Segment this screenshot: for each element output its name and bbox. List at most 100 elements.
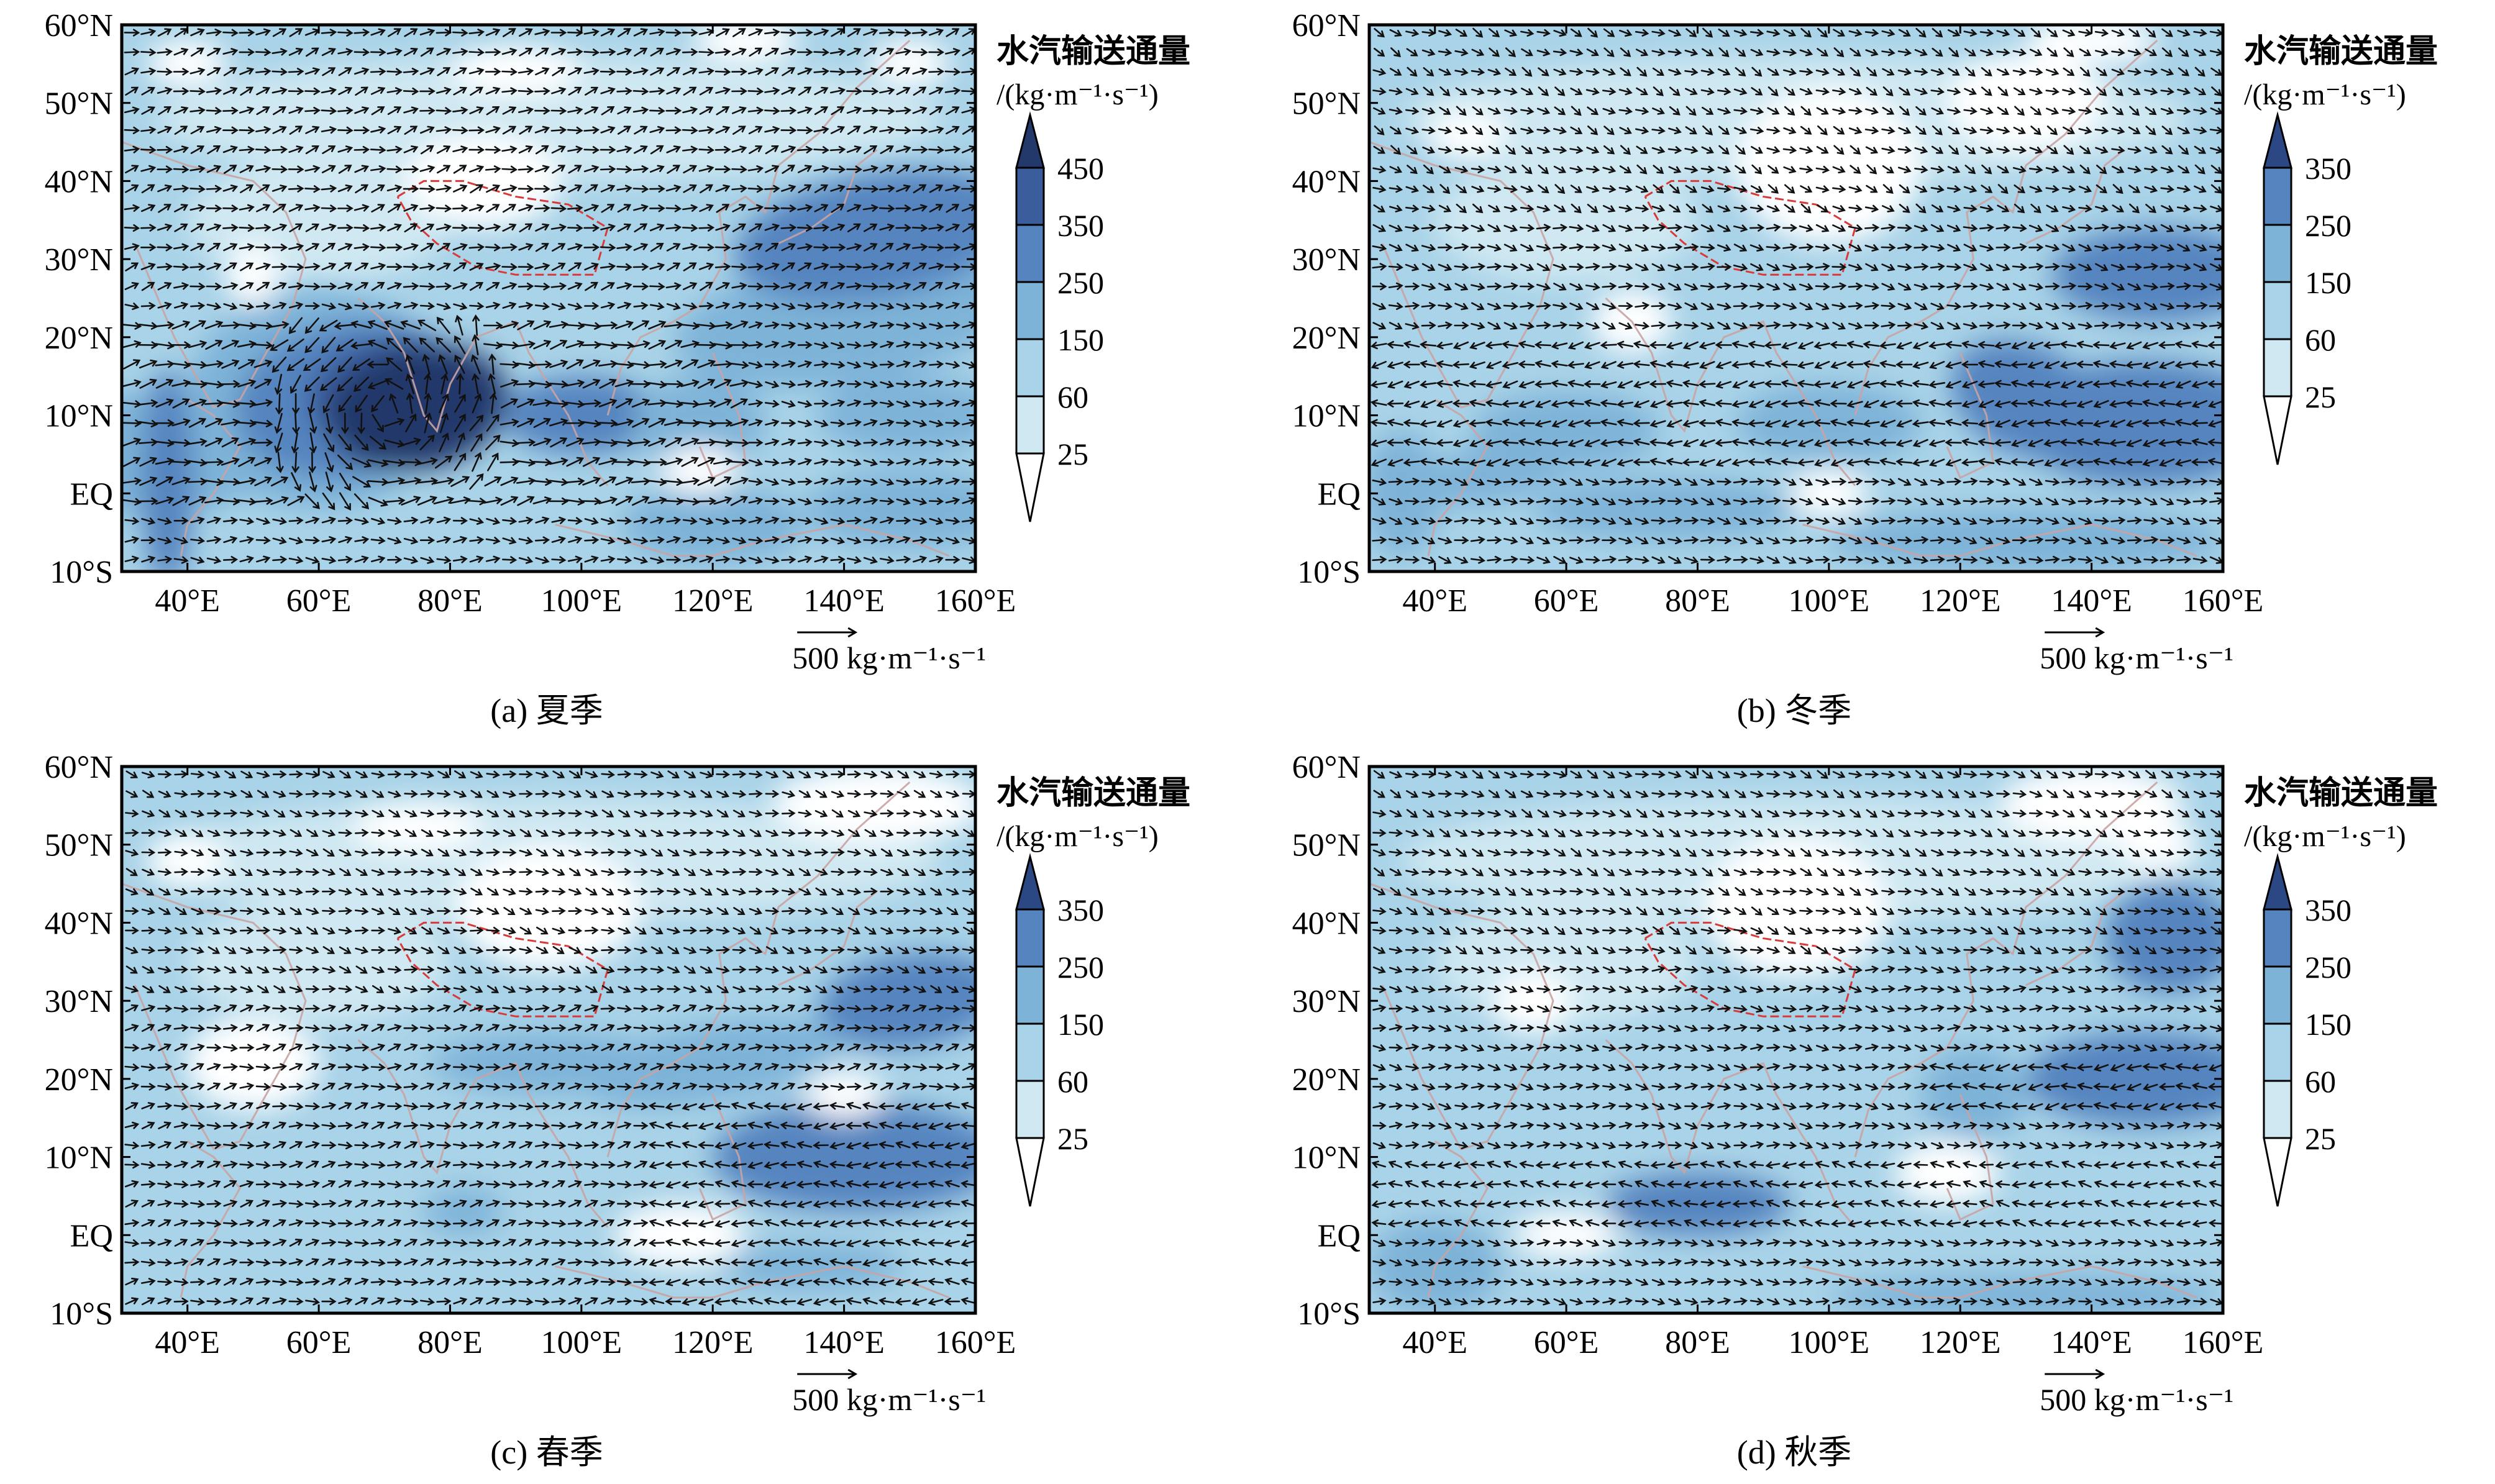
flux-vector <box>667 985 681 993</box>
flux-vector <box>716 927 730 935</box>
flux-vector <box>1715 419 1732 427</box>
flux-vector <box>585 281 599 291</box>
flux-vector <box>896 380 911 388</box>
flux-vector <box>174 1140 188 1149</box>
flux-vector <box>174 868 189 876</box>
flux-vector <box>713 419 733 427</box>
flux-vector <box>125 965 138 974</box>
flux-vector <box>155 342 175 350</box>
flux-vector <box>847 1063 862 1071</box>
flux-vector <box>598 439 618 447</box>
lon-tick-label: 80°E <box>417 583 483 619</box>
flux-vector <box>387 868 402 876</box>
flux-vector <box>1389 322 1403 330</box>
flux-vector <box>1618 1278 1633 1286</box>
flux-vector <box>486 770 501 778</box>
flux-vector <box>1814 361 1830 370</box>
flux-vector <box>141 1121 155 1130</box>
flux-vector <box>371 1024 385 1032</box>
flux-vector <box>353 243 370 251</box>
flux-vector <box>223 1160 238 1168</box>
flux-vector <box>781 243 796 252</box>
flux-vector <box>1421 107 1436 115</box>
flux-vector <box>568 927 583 935</box>
flux-vector <box>503 1043 516 1052</box>
flux-vector <box>814 829 829 837</box>
flux-vector <box>125 849 139 857</box>
flux-vector <box>895 145 911 153</box>
flux-vector <box>551 1024 567 1032</box>
flux-vector <box>2126 1199 2142 1208</box>
flux-vector <box>355 986 368 993</box>
flux-vector <box>1700 165 1715 173</box>
flux-vector <box>1471 224 1485 232</box>
flux-vector <box>2207 341 2223 349</box>
flux-vector <box>1846 400 1863 408</box>
flux-vector <box>1438 1298 1452 1306</box>
flux-vector <box>1374 47 1385 57</box>
flux-vector <box>1781 439 1798 447</box>
flux-vector <box>305 1180 320 1188</box>
flux-vector <box>944 1142 960 1150</box>
flux-vector <box>2061 1141 2076 1149</box>
flux-vector <box>798 458 813 466</box>
flux-vector <box>780 1278 796 1286</box>
flux-vector <box>289 868 304 876</box>
flux-vector <box>239 29 255 37</box>
flux-vector <box>1896 1180 1912 1188</box>
flux-vector <box>1913 517 1929 525</box>
flux-vector <box>1405 88 1419 96</box>
flux-vector <box>1979 244 1994 252</box>
flux-vector <box>158 907 171 915</box>
flux-vector <box>1669 86 1681 96</box>
flux-vector <box>1407 66 1418 77</box>
flux-vector <box>617 1297 632 1306</box>
flux-vector <box>847 770 862 778</box>
flux-vector <box>1520 536 1535 545</box>
flux-vector <box>1930 478 1945 486</box>
flux-vector <box>1767 165 1779 174</box>
flux-vector <box>765 67 780 76</box>
flux-vector <box>1963 1259 1977 1267</box>
flux-vector <box>813 1258 829 1266</box>
flux-vector <box>2125 420 2142 428</box>
flux-vector <box>469 829 484 837</box>
flux-vector <box>928 1160 944 1168</box>
flux-vector <box>533 417 552 428</box>
flux-vector <box>2061 1200 2076 1208</box>
flux-vector <box>1569 146 1584 154</box>
flux-vector <box>1389 29 1402 37</box>
flux-vector <box>140 302 156 310</box>
flux-vector <box>665 282 682 290</box>
flux-vector <box>895 1219 911 1227</box>
flux-vector <box>667 262 681 271</box>
flux-vector <box>453 1277 467 1286</box>
flux-vector <box>748 28 764 37</box>
flux-vector <box>2045 224 2059 232</box>
flux-vector <box>830 282 846 290</box>
flux-vector <box>895 1200 911 1208</box>
flux-vector <box>437 1180 451 1188</box>
flux-vector <box>1997 86 2009 96</box>
flux-vector <box>484 476 502 487</box>
flux-vector <box>1438 497 1453 505</box>
flux-vector <box>1585 283 1600 291</box>
flux-vector <box>683 1082 698 1090</box>
flux-vector <box>863 361 878 369</box>
flux-vector <box>1866 184 1878 193</box>
flux-vector <box>1471 1239 1485 1247</box>
flux-vector <box>911 224 928 232</box>
flux-vector <box>879 498 895 506</box>
flux-vector <box>928 1141 944 1150</box>
flux-vector <box>1634 1160 1649 1168</box>
flux-vector <box>2095 107 2109 115</box>
flux-vector <box>320 357 337 373</box>
flux-vector <box>2092 380 2110 388</box>
flux-vector <box>536 771 549 778</box>
flux-vector <box>929 1043 944 1051</box>
flux-vector <box>1913 1219 1928 1227</box>
flux-vector <box>1717 303 1732 311</box>
flux-vector <box>1979 517 1994 525</box>
panel-d: 60°N 50°N 40°N 30°N 20°N 10°N EQ 10°S 40°E 60°E 80… <box>1248 742 2495 1483</box>
